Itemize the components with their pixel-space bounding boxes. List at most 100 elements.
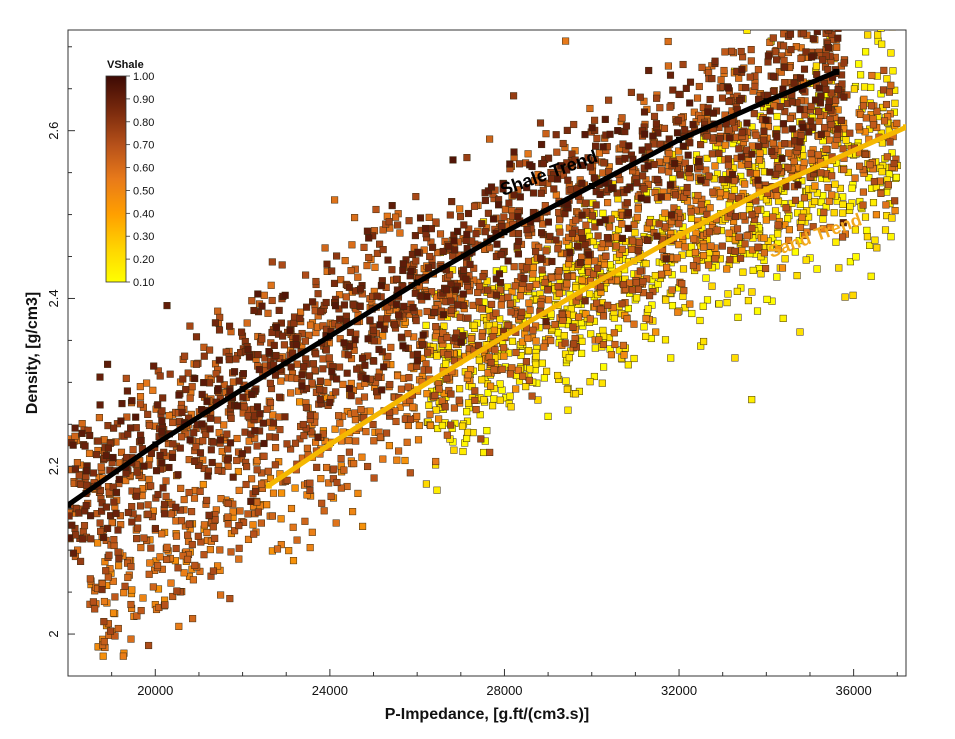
data-point [524,150,532,158]
data-point [147,544,155,552]
data-point [652,328,660,336]
data-point [123,387,131,395]
data-point [399,260,407,268]
data-point [327,492,335,500]
data-point [140,534,148,542]
data-point [836,184,844,192]
data-point [872,211,880,219]
data-point [233,402,241,410]
data-point [227,414,235,422]
data-point [186,322,194,330]
data-point [460,221,468,229]
data-point [450,404,458,412]
data-point [134,524,142,532]
data-point [192,360,201,368]
data-point [412,193,420,201]
data-point [185,488,193,497]
data-point [90,469,98,477]
data-point [114,624,122,633]
data-point [748,150,756,158]
data-point [764,58,772,66]
data-point [687,214,696,222]
data-point [893,119,901,127]
data-point [384,352,392,360]
data-point [459,290,467,298]
data-point [610,314,618,322]
data-point [429,243,437,251]
data-point [646,292,654,300]
data-point [441,403,449,411]
shale-trend-marker [239,386,246,393]
data-point [601,115,609,123]
data-point [596,190,604,198]
data-point [751,82,759,90]
data-point [742,146,751,154]
data-point [624,361,632,369]
data-point [459,447,467,456]
data-point [726,134,734,142]
data-point [771,207,780,215]
colorbar-tick-label: 0.40 [133,208,154,220]
data-point [827,121,835,129]
data-point [188,541,196,549]
data-point [880,66,888,74]
data-point [328,368,336,376]
data-point [324,378,332,386]
data-point [499,180,507,188]
data-point [167,579,175,587]
data-point [788,98,796,106]
data-point [87,512,95,520]
data-point [395,311,403,319]
data-point [180,569,188,577]
data-point [127,635,135,643]
data-point [582,221,590,229]
data-point [640,323,648,331]
data-point [302,271,310,279]
shale-trend-marker [763,98,770,105]
data-point [394,221,402,229]
data-point [851,174,859,182]
data-point [565,354,573,362]
data-point [559,139,567,148]
data-point [799,30,807,38]
data-point [172,532,181,540]
data-point [464,209,473,218]
colorbar-tick-label: 0.20 [133,254,154,266]
data-point [709,188,717,196]
data-point [661,209,669,217]
data-point [415,421,423,430]
data-point [424,264,432,272]
data-point [128,586,136,594]
y-tick-label: 2.4 [46,289,61,307]
data-point [78,429,86,437]
data-point [733,225,742,233]
data-point [349,301,357,309]
data-point [504,257,512,265]
data-point [496,286,504,294]
data-point [160,510,169,518]
data-point [255,366,263,374]
data-point [405,374,413,382]
data-point [114,548,122,556]
data-point [264,309,272,317]
data-point [679,265,688,273]
data-point [681,126,689,134]
data-point [177,517,186,525]
data-point [686,78,695,86]
data-point [400,302,408,310]
data-point [564,272,572,281]
data-point [243,319,251,327]
data-point [209,523,217,531]
data-point [708,282,716,290]
data-point [813,0,820,1]
data-point [538,359,546,367]
data-point [619,280,628,289]
data-point [657,270,666,278]
data-point [839,219,847,227]
data-point [537,254,545,262]
data-point [643,196,651,204]
data-point [478,305,486,313]
data-point [316,386,324,394]
data-point [383,429,391,437]
data-point [624,209,632,217]
